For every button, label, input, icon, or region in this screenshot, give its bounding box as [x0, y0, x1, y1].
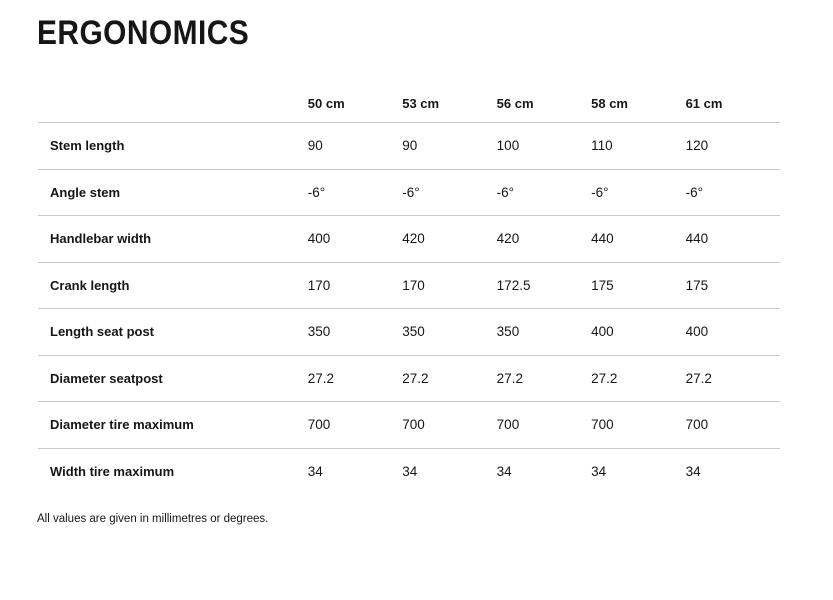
cell-value: 170 [307, 277, 331, 293]
cell-value: 175 [591, 277, 614, 293]
cell-value: 90 [307, 138, 323, 154]
cell-value: 350 [307, 324, 331, 340]
cell-value: 27.2 [307, 370, 335, 386]
cell-value: 175 [685, 277, 709, 293]
cell-value: 700 [496, 417, 520, 433]
cell-value: 34 [685, 464, 701, 480]
cell-value: 34 [591, 464, 607, 480]
cell-value: 34 [402, 464, 418, 480]
cell-value: 700 [685, 417, 709, 433]
row-label: Width tire maximum [50, 464, 175, 480]
cell-value: 400 [591, 324, 614, 340]
column-header-58cm: 58 cm [591, 95, 628, 111]
cell-value: 700 [307, 417, 331, 433]
cell-value: -6° [402, 184, 420, 200]
row-label: Stem length [50, 138, 125, 154]
cell-value: 27.2 [496, 370, 523, 386]
column-header-61cm: 61 cm [685, 95, 723, 111]
table-row-length-seat-post: Length seat post 350 350 350 400 400 [38, 309, 780, 356]
cell-value: -6° [685, 184, 703, 200]
cell-value: 27.2 [591, 370, 618, 386]
footnote: All values are given in millimetres or d… [37, 513, 269, 525]
cell-value: 34 [307, 464, 323, 480]
cell-value: 90 [402, 138, 418, 154]
cell-value: 27.2 [402, 370, 429, 386]
row-label: Diameter seatpost [50, 370, 163, 386]
cell-value: 700 [591, 417, 614, 433]
cell-value: -6° [591, 184, 609, 200]
column-header-50cm: 50 cm [307, 95, 345, 111]
row-label: Crank length [50, 277, 130, 293]
cell-value: 440 [685, 231, 709, 247]
column-header-53cm: 53 cm [402, 95, 440, 111]
cell-value: 420 [402, 231, 425, 247]
table-row-handlebar-width: Handlebar width 400 420 420 440 440 [38, 216, 780, 263]
cell-value: 27.2 [685, 370, 712, 386]
cell-value: 350 [496, 324, 520, 340]
page-title: ERGONOMICS [37, 14, 250, 52]
table-header-row: 50 cm 53 cm 56 cm 58 cm 61 cm [38, 84, 780, 123]
table-row-stem-length: Stem length 90 90 100 110 120 [38, 123, 780, 170]
table-row-crank-length: Crank length 170 170 172.5 175 175 [38, 263, 780, 309]
row-label: Length seat post [50, 324, 155, 340]
ergonomics-table: 50 cm 53 cm 56 cm 58 cm 61 cm Stem lengt… [38, 84, 780, 495]
table-row-angle-stem: Angle stem -6° -6° -6° -6° -6° [38, 170, 780, 216]
cell-value: 420 [496, 231, 520, 247]
column-header-56cm: 56 cm [496, 95, 534, 111]
cell-value: 110 [591, 138, 613, 154]
cell-value: -6° [307, 184, 326, 200]
row-label: Angle stem [50, 184, 121, 200]
cell-value: -6° [496, 184, 515, 200]
table-row-diameter-seatpost: Diameter seatpost 27.2 27.2 27.2 27.2 27… [38, 356, 780, 402]
cell-value: 400 [685, 324, 709, 340]
cell-value: 400 [307, 231, 331, 247]
cell-value: 440 [591, 231, 614, 247]
row-label: Handlebar width [50, 231, 152, 247]
cell-value: 170 [402, 277, 425, 293]
cell-value: 120 [685, 138, 709, 154]
table-row-width-tire-maximum: Width tire maximum 34 34 34 34 34 [38, 449, 780, 496]
cell-value: 350 [402, 324, 425, 340]
cell-value: 100 [496, 138, 520, 154]
cell-value: 700 [402, 417, 425, 433]
cell-value: 34 [496, 464, 512, 480]
row-label: Diameter tire maximum [50, 417, 194, 433]
cell-value: 172.5 [496, 277, 531, 293]
table-row-diameter-tire-maximum: Diameter tire maximum 700 700 700 700 70… [38, 402, 780, 449]
